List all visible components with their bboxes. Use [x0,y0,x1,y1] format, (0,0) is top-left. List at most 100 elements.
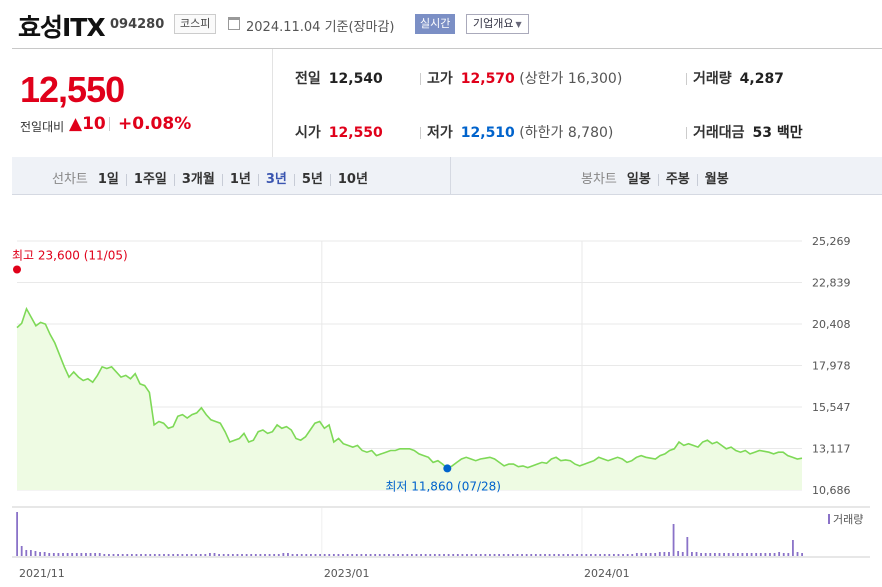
price-line [16,306,803,470]
open-label: 시가 [295,125,321,141]
trade-amount: 거래대금 53 백만 [680,122,803,142]
volume-bar [539,554,542,556]
volume-bar [337,554,340,556]
volume-bar [727,553,730,556]
volume-bar [502,554,505,556]
volume-bar [300,554,303,556]
volume-bar [479,554,482,556]
volume-bar [787,553,790,556]
divider [686,73,687,85]
volume-bar [34,551,37,556]
x-tick-label: 2023/01 [324,567,370,580]
volume-bar [617,554,620,556]
volume-bar [314,554,317,556]
low-marker [443,464,452,473]
volume-bar [98,553,101,556]
volume-bar [420,554,422,556]
candle-tab-list: 일봉 주봉 월봉 [627,172,729,187]
volume-bar [704,553,707,556]
volume-bar [608,554,611,556]
stock-header: 효성ITX 094280 코스피 2024.11.04 기준(장마감) 실시간 … [0,0,882,50]
volume-bar [746,553,748,556]
tab-line-5[interactable]: 5년 [301,172,323,187]
volume-bar [310,554,312,556]
price-chart: 25,269 22,839 20,408 17,978 15,547 13,117 10,6… [12,235,870,580]
tab-line-2[interactable]: 3개월 [181,172,215,187]
volume-bar [231,554,234,556]
volume-label: 거래량 [693,71,732,87]
volume-bar [48,553,51,556]
price-area [17,308,802,490]
tab-line-4[interactable]: 3년 [265,172,287,187]
volume-bar [153,554,156,556]
upper-limit-label: 상한가 [524,71,564,87]
volume-bar [792,540,794,556]
divider [329,173,331,186]
volume-bar [691,552,693,556]
volume-bar [75,553,78,556]
volume-bar [530,554,533,556]
volume-bar [121,554,124,556]
volume-bar [277,554,280,556]
volume-bar [544,554,546,556]
volume-bar [571,554,574,556]
volume-bar [443,554,445,556]
line-tab-list: 1일 1주일 3개월 1년 3년 5년 10년 [98,172,368,187]
tab-candle-0[interactable]: 일봉 [626,172,651,187]
volume-bar [355,554,358,556]
corp-overview-dropdown[interactable]: 기업개요 ▼ [466,14,529,34]
volume-bar [103,554,106,556]
y-tick-label: 22,839 [812,277,851,290]
volume-bar [626,554,629,556]
volume-bar [622,554,624,556]
divider [272,49,273,158]
volume-bar [383,554,386,556]
line-chart-label: 선차트 [52,172,88,187]
volume-bar [640,553,643,556]
volume-bar [291,554,294,556]
volume-bar [447,554,450,556]
tab-line-1[interactable]: 1주일 [133,172,167,187]
volume-bar [287,553,289,556]
volume-bar [29,550,32,556]
volume-bar [645,553,647,556]
volume-bar [433,554,436,556]
volume-bar [218,554,220,556]
tab-line-3[interactable]: 1년 [229,172,251,187]
divider [257,173,259,186]
realtime-button[interactable]: 실시간 [415,14,456,34]
volume-bar [80,553,83,556]
low-value: 12,510 [460,125,515,141]
volume-bar [351,554,354,556]
tab-line-0[interactable]: 1일 [97,172,119,187]
divider [293,173,295,186]
high-label: 최고 23,600 (11/05) [12,248,128,262]
volume-bar [580,554,583,556]
lower-limit-value: 8,780 [567,125,608,141]
volume-bar [424,554,427,556]
corp-overview-label: 기업개요 [473,17,514,30]
volume-bar [695,552,698,556]
volume-bar [172,554,175,556]
volume-bar [438,554,441,556]
x-tick-label: 2024/01 [584,567,630,580]
volume-bar [764,553,767,556]
prev-close: 전일 12,540 [295,68,383,88]
volume-bar [723,553,725,556]
volume-bar [163,554,165,556]
volume-bar [20,546,23,556]
volume-bar [649,553,652,556]
volume-bar [668,552,670,556]
amount-label: 거래대금 [693,125,745,141]
tab-line-6[interactable]: 10년 [337,172,368,187]
tab-candle-2[interactable]: 월봉 [704,172,729,187]
volume-bar [585,554,588,556]
volume-bar [773,553,776,556]
volume-bar [144,554,147,556]
volume-bar [603,554,606,556]
divider [420,127,421,139]
volume-bar [43,552,46,556]
volume-bar [16,512,18,556]
volume-bar [466,554,468,556]
tab-candle-1[interactable]: 주봉 [665,172,690,187]
